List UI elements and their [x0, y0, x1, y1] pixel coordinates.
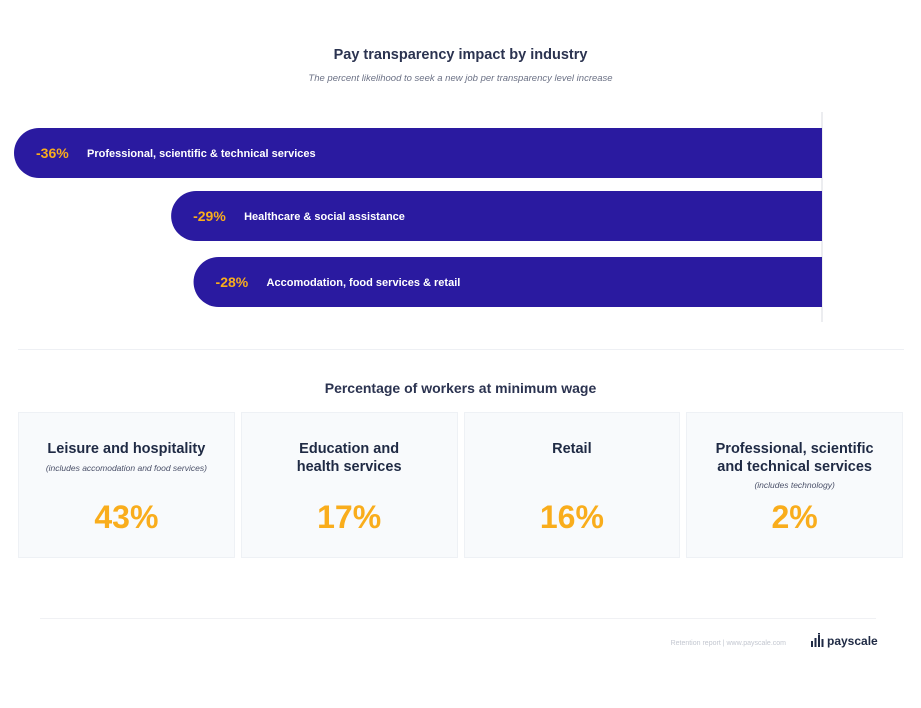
card-leisure-hospitality: Leisure and hospitality (includes accomo… — [18, 412, 235, 558]
bar-category-label: Accomodation, food services & retail — [267, 277, 461, 289]
bar-2 — [193, 257, 822, 307]
card-title: Leisure and hospitality — [47, 441, 206, 457]
bar-category-label: Professional, scientific & technical ser… — [87, 148, 316, 160]
card-retail: Retail 16% — [463, 412, 681, 558]
bar-value-label: -28% — [216, 274, 249, 290]
footer-divider — [40, 618, 876, 619]
payscale-logo[interactable]: payscale — [811, 633, 878, 647]
card-title: Retail — [552, 441, 592, 457]
bar-category-label: Healthcare & social assistance — [244, 211, 405, 223]
payscale-logo-text: payscale — [827, 634, 878, 648]
bar-1 — [171, 191, 823, 241]
card-title: Professional, scientific and technical s… — [715, 441, 874, 475]
card-value: 17% — [317, 499, 382, 535]
footer-text[interactable]: Retention report | www.payscale.com — [670, 640, 786, 647]
card-value: 43% — [94, 499, 159, 535]
card-title: Education and health services — [296, 441, 402, 475]
card-education-health: Education and health services 17% — [240, 412, 458, 558]
min-wage-title: Percentage of workers at minimum wage — [324, 380, 597, 396]
chart-subtitle: The percent likelihood to seek a new job… — [308, 73, 613, 84]
card-value: 16% — [539, 499, 604, 535]
card-value: 2% — [771, 499, 818, 535]
bar-value-label: -29% — [193, 208, 226, 224]
bar-chart: -36% Professional, scientific & technical… — [14, 112, 823, 322]
bar-0 — [14, 128, 822, 178]
card-note: (includes technology) — [754, 480, 835, 490]
min-wage-cards: Leisure and hospitality (includes accomo… — [18, 412, 903, 558]
bar-value-label: -36% — [36, 145, 69, 161]
chart-title: Pay transparency impact by industry — [333, 47, 588, 63]
card-professional-services: Professional, scientific and technical s… — [686, 412, 903, 558]
payscale-logo-icon — [811, 633, 824, 647]
card-note: (includes accomodation and food services… — [45, 463, 207, 473]
section-divider — [18, 349, 904, 350]
